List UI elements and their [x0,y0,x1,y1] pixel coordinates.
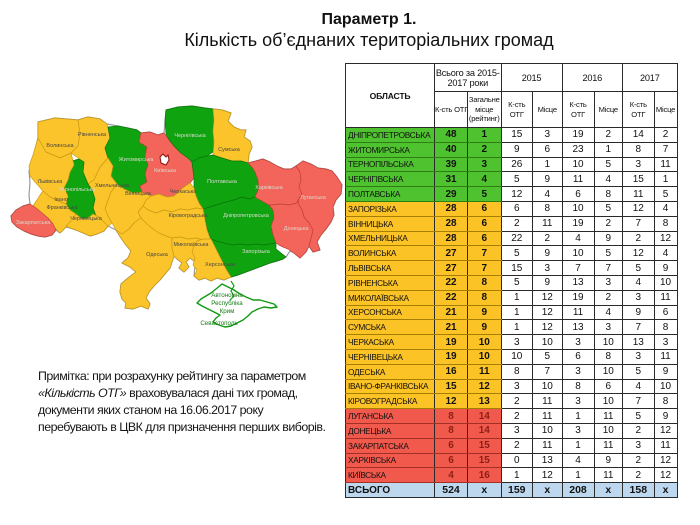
svg-text:Львівська: Львівська [38,179,64,185]
svg-text:Одеська: Одеська [146,252,169,258]
svg-text:Донецька: Донецька [284,226,309,232]
svg-text:Крим: Крим [220,308,235,315]
svg-text:Миколаївська: Миколаївська [174,242,210,248]
svg-text:Полтавська: Полтавська [207,179,238,185]
svg-text:Сумська: Сумська [218,147,241,153]
svg-text:Хмельницька: Хмельницька [95,183,130,189]
svg-text:Тернопільська: Тернопільська [59,187,97,193]
svg-text:Харківська: Харківська [255,185,283,191]
svg-text:Вінницька: Вінницька [125,191,152,197]
svg-text:Дніпропетровська: Дніпропетровська [223,213,270,219]
svg-text:Херсонська: Херсонська [205,262,236,268]
svg-text:Чернівецька: Чернівецька [70,216,103,222]
svg-text:Київська: Київська [154,168,177,174]
svg-text:Івано-: Івано- [54,197,70,203]
svg-text:Закарпатська: Закарпатська [16,220,52,226]
svg-text:Рівненська: Рівненська [78,132,107,138]
svg-text:Автономна: Автономна [211,292,243,299]
svg-text:Луганська: Луганська [300,195,327,201]
svg-text:Севастополь: Севастополь [200,320,237,327]
svg-text:Житомирська: Житомирська [119,157,155,163]
svg-text:Запорізька: Запорізька [242,249,271,255]
svg-text:Республіка: Республіка [211,300,243,307]
svg-text:Черкаська: Черкаська [170,189,198,195]
svg-text:Франківська: Франківська [46,205,78,211]
svg-text:Кіровоградська: Кіровоградська [169,213,209,219]
svg-text:Волинська: Волинська [46,143,74,149]
svg-text:Чернігівська: Чернігівська [174,133,206,139]
